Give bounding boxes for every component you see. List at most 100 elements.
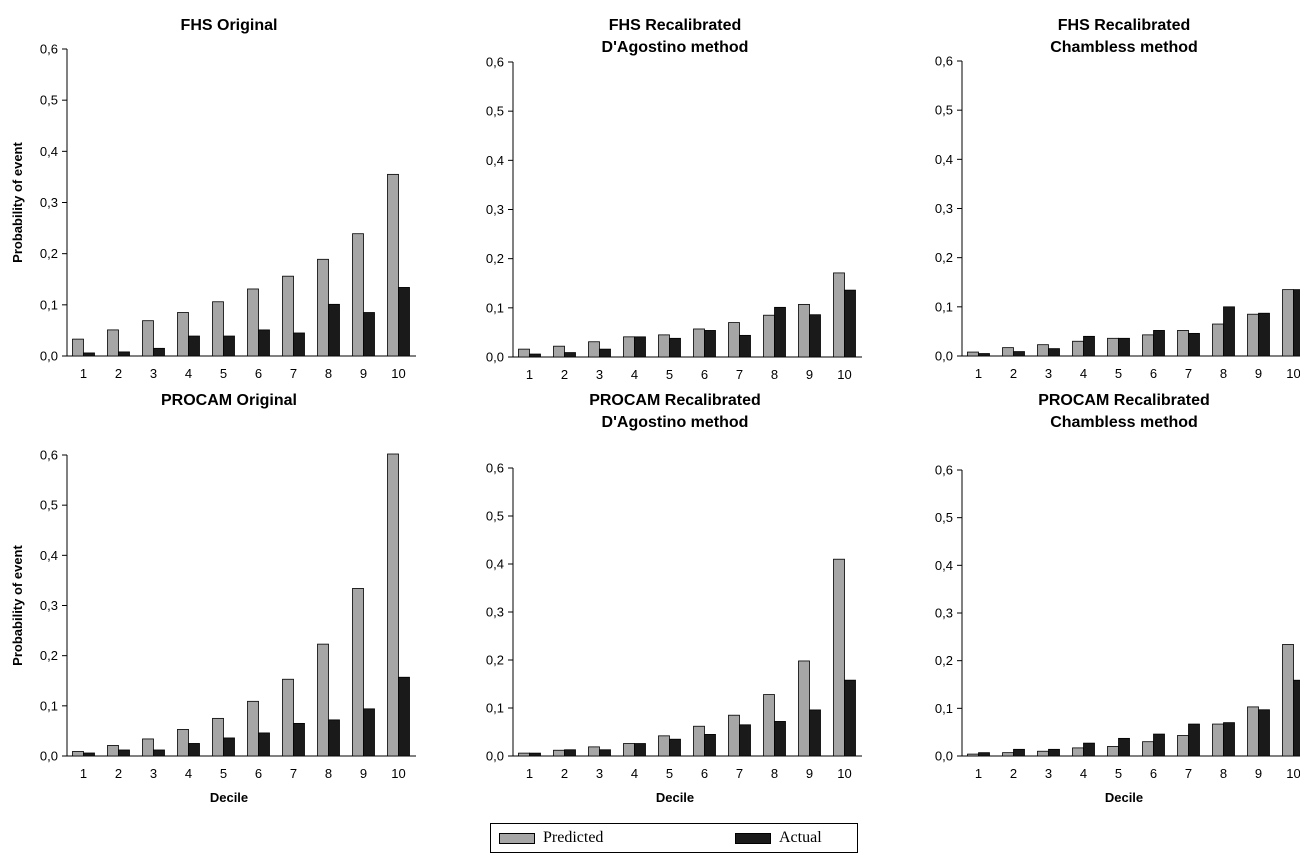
x-tick-label: 1 (975, 766, 982, 781)
bar-predicted (352, 588, 364, 757)
x-tick-label: 4 (631, 766, 638, 781)
bar-actual (529, 353, 541, 358)
bar-actual (1293, 679, 1300, 757)
chart-panel-1: FHS Original 0,0 0,1 0,2 0,3 0,4 0,5 0,6 1 2 3 4 5 6 7… (10, 17, 416, 381)
y-axis-label: Probability of event (10, 142, 25, 263)
bar-actual (258, 329, 270, 357)
x-tick-label: 7 (1185, 766, 1192, 781)
bar-predicted (212, 717, 224, 757)
bar-predicted (798, 303, 810, 358)
x-tick-label: 5 (1115, 766, 1122, 781)
bar-predicted (177, 312, 189, 357)
bar-predicted (553, 749, 565, 757)
bar-actual (564, 352, 576, 358)
bar-predicted (518, 752, 530, 757)
y-tick-label: 0,4 (935, 558, 953, 573)
y-axis-label: Probability of event (10, 545, 25, 666)
y-tick-label: 0,5 (935, 510, 953, 525)
y-tick-label: 0,2 (935, 653, 953, 668)
bar-predicted (833, 272, 845, 358)
x-tick-label: 4 (631, 367, 638, 382)
x-tick-label: 3 (1045, 366, 1052, 381)
x-tick-label: 4 (1080, 766, 1087, 781)
x-tick-label: 5 (1115, 366, 1122, 381)
bar-predicted (72, 338, 84, 357)
bar-actual (739, 334, 751, 358)
bar-predicted (317, 258, 329, 357)
bar-actual (83, 352, 95, 357)
x-tick-label: 1 (80, 766, 87, 781)
bar-actual (398, 676, 410, 757)
bar-predicted (317, 643, 329, 757)
bar-actual (118, 351, 130, 357)
x-axis-label: Decile (656, 790, 694, 805)
y-tick-label: 0,6 (486, 55, 504, 70)
chart-panel-2: FHS Recalibrated D'Agostino method 0,0 0,1 0… (486, 17, 862, 382)
bar-predicted (247, 700, 259, 757)
chart-title-line: FHS Recalibrated (1058, 17, 1190, 34)
x-tick-label: 3 (150, 766, 157, 781)
y-tick-label: 0,2 (40, 648, 58, 663)
chart-title-line: FHS Original (181, 17, 278, 34)
bar-actual (809, 314, 821, 358)
bar-predicted (1247, 313, 1259, 357)
bar-actual (1258, 312, 1270, 357)
bar-actual (118, 749, 130, 757)
bar-actual (1153, 330, 1165, 357)
y-tick-label: 0,2 (40, 246, 58, 261)
bar-predicted (588, 341, 600, 358)
bar-predicted (1282, 644, 1294, 757)
x-axis-label: Decile (1105, 790, 1143, 805)
chart-title-line: Chambless method (1050, 414, 1198, 431)
bar-actual (809, 709, 821, 757)
y-tick-label: 0,4 (935, 152, 953, 167)
x-tick-label: 8 (771, 766, 778, 781)
x-tick-label: 6 (255, 766, 262, 781)
bar-actual (844, 679, 856, 757)
chart-legend: Predicted Actual (490, 823, 858, 853)
bar-predicted (658, 334, 670, 358)
y-tick-label: 0,0 (935, 749, 953, 764)
bar-predicted (728, 322, 740, 358)
bar-actual (363, 312, 375, 357)
chart-title-line: FHS Recalibrated (609, 17, 741, 34)
bar-actual (83, 752, 95, 757)
bar-actual (844, 289, 856, 358)
x-tick-label: 6 (1150, 766, 1157, 781)
y-tick-label: 0,0 (40, 349, 58, 364)
y-tick-label: 0,1 (486, 300, 504, 315)
x-tick-label: 7 (1185, 366, 1192, 381)
x-tick-label: 3 (596, 367, 603, 382)
bar-predicted (1037, 750, 1049, 757)
x-tick-label: 4 (185, 766, 192, 781)
bar-predicted (387, 173, 399, 357)
bar-actual (153, 347, 165, 357)
x-tick-label: 10 (1286, 766, 1300, 781)
bar-actual (1188, 332, 1200, 357)
chart-title-line: PROCAM Recalibrated (589, 392, 761, 409)
bar-predicted (107, 329, 119, 357)
bar-predicted (72, 751, 84, 757)
x-tick-label: 1 (526, 367, 533, 382)
bar-predicted (588, 746, 600, 757)
bar-actual (293, 722, 305, 757)
bar-predicted (763, 314, 775, 358)
bar-predicted (352, 233, 364, 357)
y-tick-label: 0,6 (40, 42, 58, 57)
bar-predicted (763, 694, 775, 757)
x-tick-label: 7 (736, 367, 743, 382)
bar-predicted (142, 320, 154, 357)
x-tick-label: 8 (1220, 766, 1227, 781)
bar-predicted (1247, 706, 1259, 757)
bar-actual (398, 287, 410, 357)
x-tick-label: 2 (1010, 366, 1017, 381)
legend-swatch-predicted (499, 832, 535, 844)
bar-actual (978, 353, 990, 357)
bar-actual (1293, 289, 1300, 357)
bar-actual (1258, 709, 1270, 757)
x-tick-label: 8 (325, 366, 332, 381)
y-tick-label: 0,2 (486, 653, 504, 668)
bar-actual (739, 724, 751, 757)
x-tick-label: 3 (1045, 766, 1052, 781)
